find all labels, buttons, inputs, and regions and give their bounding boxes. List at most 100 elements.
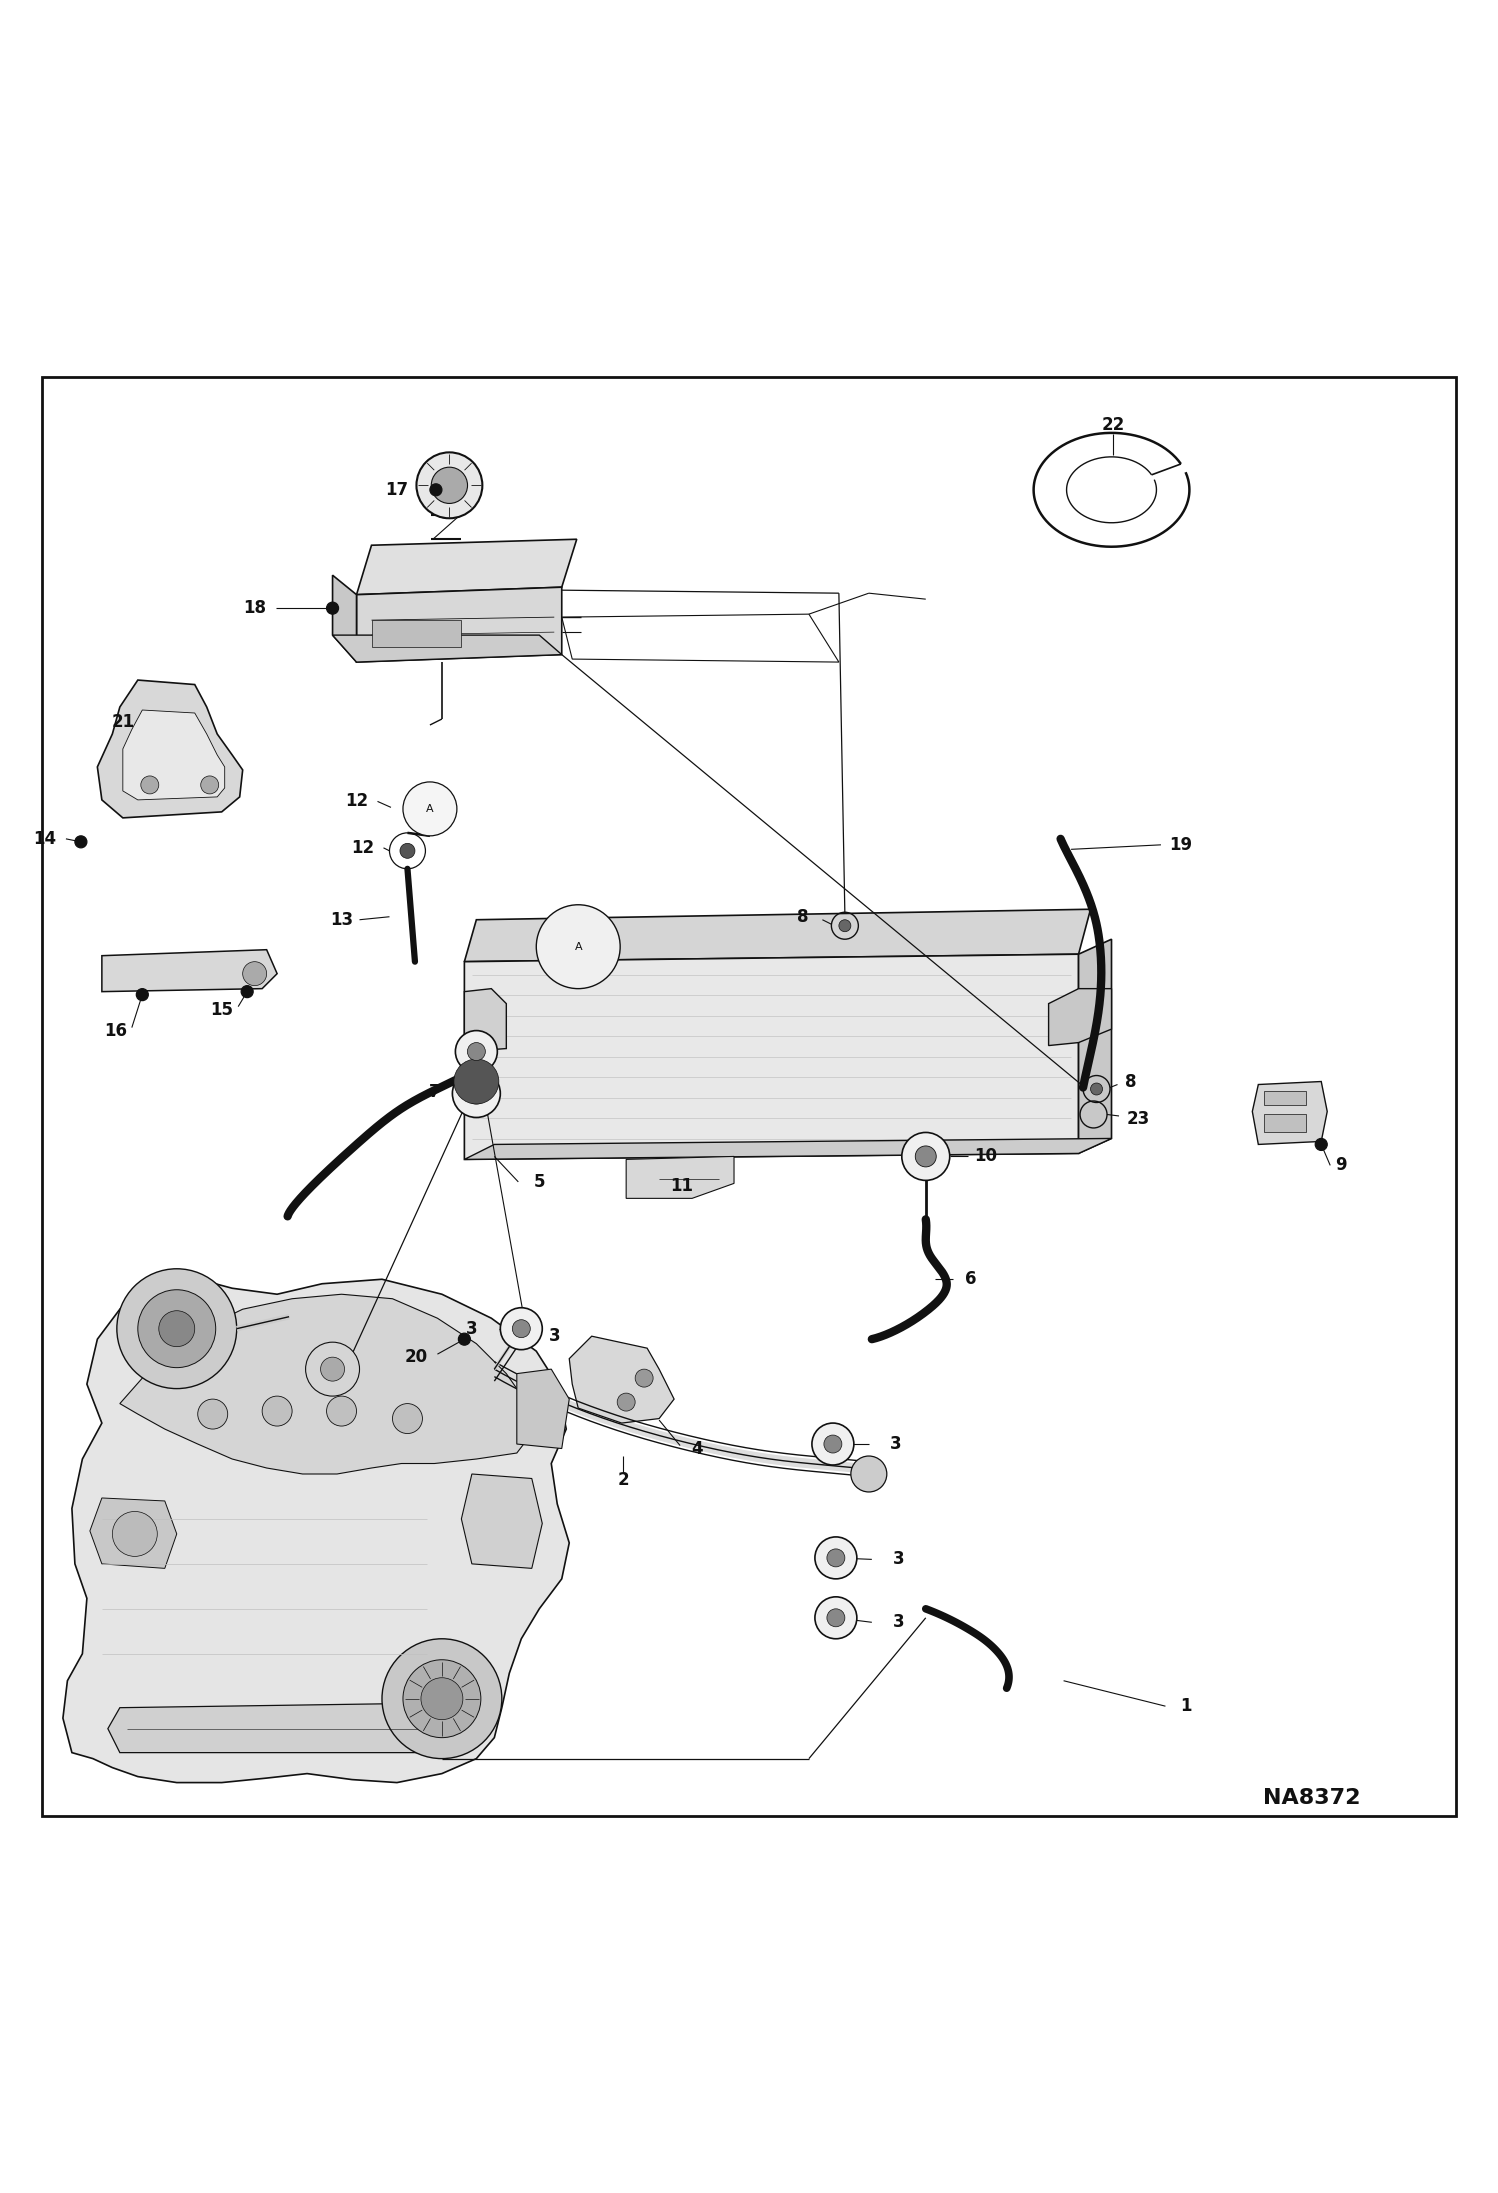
Polygon shape: [333, 636, 562, 662]
Text: 21: 21: [111, 713, 135, 730]
Circle shape: [617, 1393, 635, 1410]
Text: 18: 18: [243, 599, 267, 616]
Text: 12: 12: [351, 840, 374, 857]
Text: 17: 17: [385, 480, 409, 498]
Text: NA8372: NA8372: [1263, 1787, 1362, 1807]
Text: 23: 23: [1126, 1110, 1150, 1127]
Polygon shape: [102, 950, 277, 991]
Circle shape: [327, 603, 339, 614]
Circle shape: [392, 1404, 422, 1434]
Circle shape: [635, 1368, 653, 1388]
Text: 13: 13: [330, 910, 354, 930]
Circle shape: [141, 776, 159, 794]
Circle shape: [1091, 1083, 1103, 1094]
Circle shape: [403, 783, 457, 836]
Circle shape: [159, 1311, 195, 1347]
Polygon shape: [517, 1368, 569, 1450]
Circle shape: [306, 1342, 360, 1397]
Text: 12: 12: [345, 792, 369, 811]
Circle shape: [466, 1083, 487, 1103]
Polygon shape: [1079, 939, 1112, 1154]
Circle shape: [815, 1597, 857, 1638]
Circle shape: [198, 1399, 228, 1430]
Circle shape: [416, 452, 482, 518]
Polygon shape: [626, 1156, 734, 1197]
Text: 2: 2: [617, 1472, 629, 1489]
Circle shape: [455, 1031, 497, 1072]
Text: 3: 3: [466, 1320, 478, 1338]
Circle shape: [851, 1456, 887, 1491]
Text: 19: 19: [1168, 836, 1192, 853]
Circle shape: [138, 1289, 216, 1368]
Polygon shape: [120, 1294, 532, 1474]
Bar: [1264, 1114, 1306, 1132]
Polygon shape: [357, 539, 577, 594]
Circle shape: [430, 485, 442, 496]
Circle shape: [812, 1423, 854, 1465]
Circle shape: [500, 1307, 542, 1349]
Text: 22: 22: [1101, 417, 1125, 434]
Text: 15: 15: [210, 1000, 234, 1018]
Circle shape: [403, 1660, 481, 1737]
Text: 3: 3: [890, 1434, 902, 1454]
Polygon shape: [464, 1138, 1112, 1160]
Circle shape: [243, 963, 267, 985]
Circle shape: [452, 1070, 500, 1118]
Circle shape: [201, 776, 219, 794]
Circle shape: [400, 844, 415, 857]
Text: 5: 5: [533, 1173, 545, 1191]
Polygon shape: [357, 588, 562, 662]
Circle shape: [512, 1320, 530, 1338]
Circle shape: [327, 1397, 357, 1425]
Polygon shape: [108, 1704, 437, 1752]
Circle shape: [467, 1042, 485, 1061]
Bar: [1264, 1090, 1306, 1105]
Text: 1: 1: [1180, 1697, 1192, 1715]
Text: 7: 7: [428, 1083, 440, 1101]
Circle shape: [536, 906, 620, 989]
Text: 20: 20: [404, 1349, 428, 1366]
Text: 3: 3: [893, 1550, 905, 1568]
Text: 6: 6: [965, 1270, 977, 1287]
Text: 11: 11: [670, 1178, 694, 1195]
Circle shape: [262, 1397, 292, 1425]
Polygon shape: [461, 1474, 542, 1568]
Circle shape: [321, 1357, 345, 1382]
Polygon shape: [464, 989, 506, 1053]
Circle shape: [421, 1678, 463, 1719]
Text: 8: 8: [797, 908, 809, 925]
Circle shape: [902, 1132, 950, 1180]
Circle shape: [815, 1537, 857, 1579]
Circle shape: [827, 1610, 845, 1627]
Circle shape: [458, 1333, 470, 1344]
Polygon shape: [123, 711, 225, 800]
Polygon shape: [464, 954, 1079, 1160]
Circle shape: [241, 985, 253, 998]
Polygon shape: [569, 1336, 674, 1423]
Text: A: A: [574, 941, 583, 952]
Text: 3: 3: [893, 1614, 905, 1632]
Circle shape: [112, 1511, 157, 1557]
Bar: [372, 621, 461, 647]
Text: A: A: [425, 805, 434, 814]
Circle shape: [136, 989, 148, 1000]
Text: 14: 14: [33, 829, 57, 849]
Circle shape: [117, 1270, 237, 1388]
Text: 10: 10: [974, 1147, 998, 1164]
Circle shape: [75, 836, 87, 849]
Text: 9: 9: [1335, 1156, 1347, 1175]
Circle shape: [382, 1638, 502, 1759]
Circle shape: [827, 1548, 845, 1566]
Text: 4: 4: [691, 1439, 703, 1458]
Circle shape: [431, 489, 461, 518]
Polygon shape: [97, 680, 243, 818]
Circle shape: [431, 467, 467, 504]
Circle shape: [839, 919, 851, 932]
Polygon shape: [1049, 989, 1112, 1046]
Text: 8: 8: [1125, 1072, 1137, 1090]
Polygon shape: [1252, 1081, 1327, 1145]
Circle shape: [454, 1059, 499, 1103]
Text: 16: 16: [103, 1022, 127, 1039]
Circle shape: [915, 1147, 936, 1167]
Polygon shape: [333, 575, 357, 662]
